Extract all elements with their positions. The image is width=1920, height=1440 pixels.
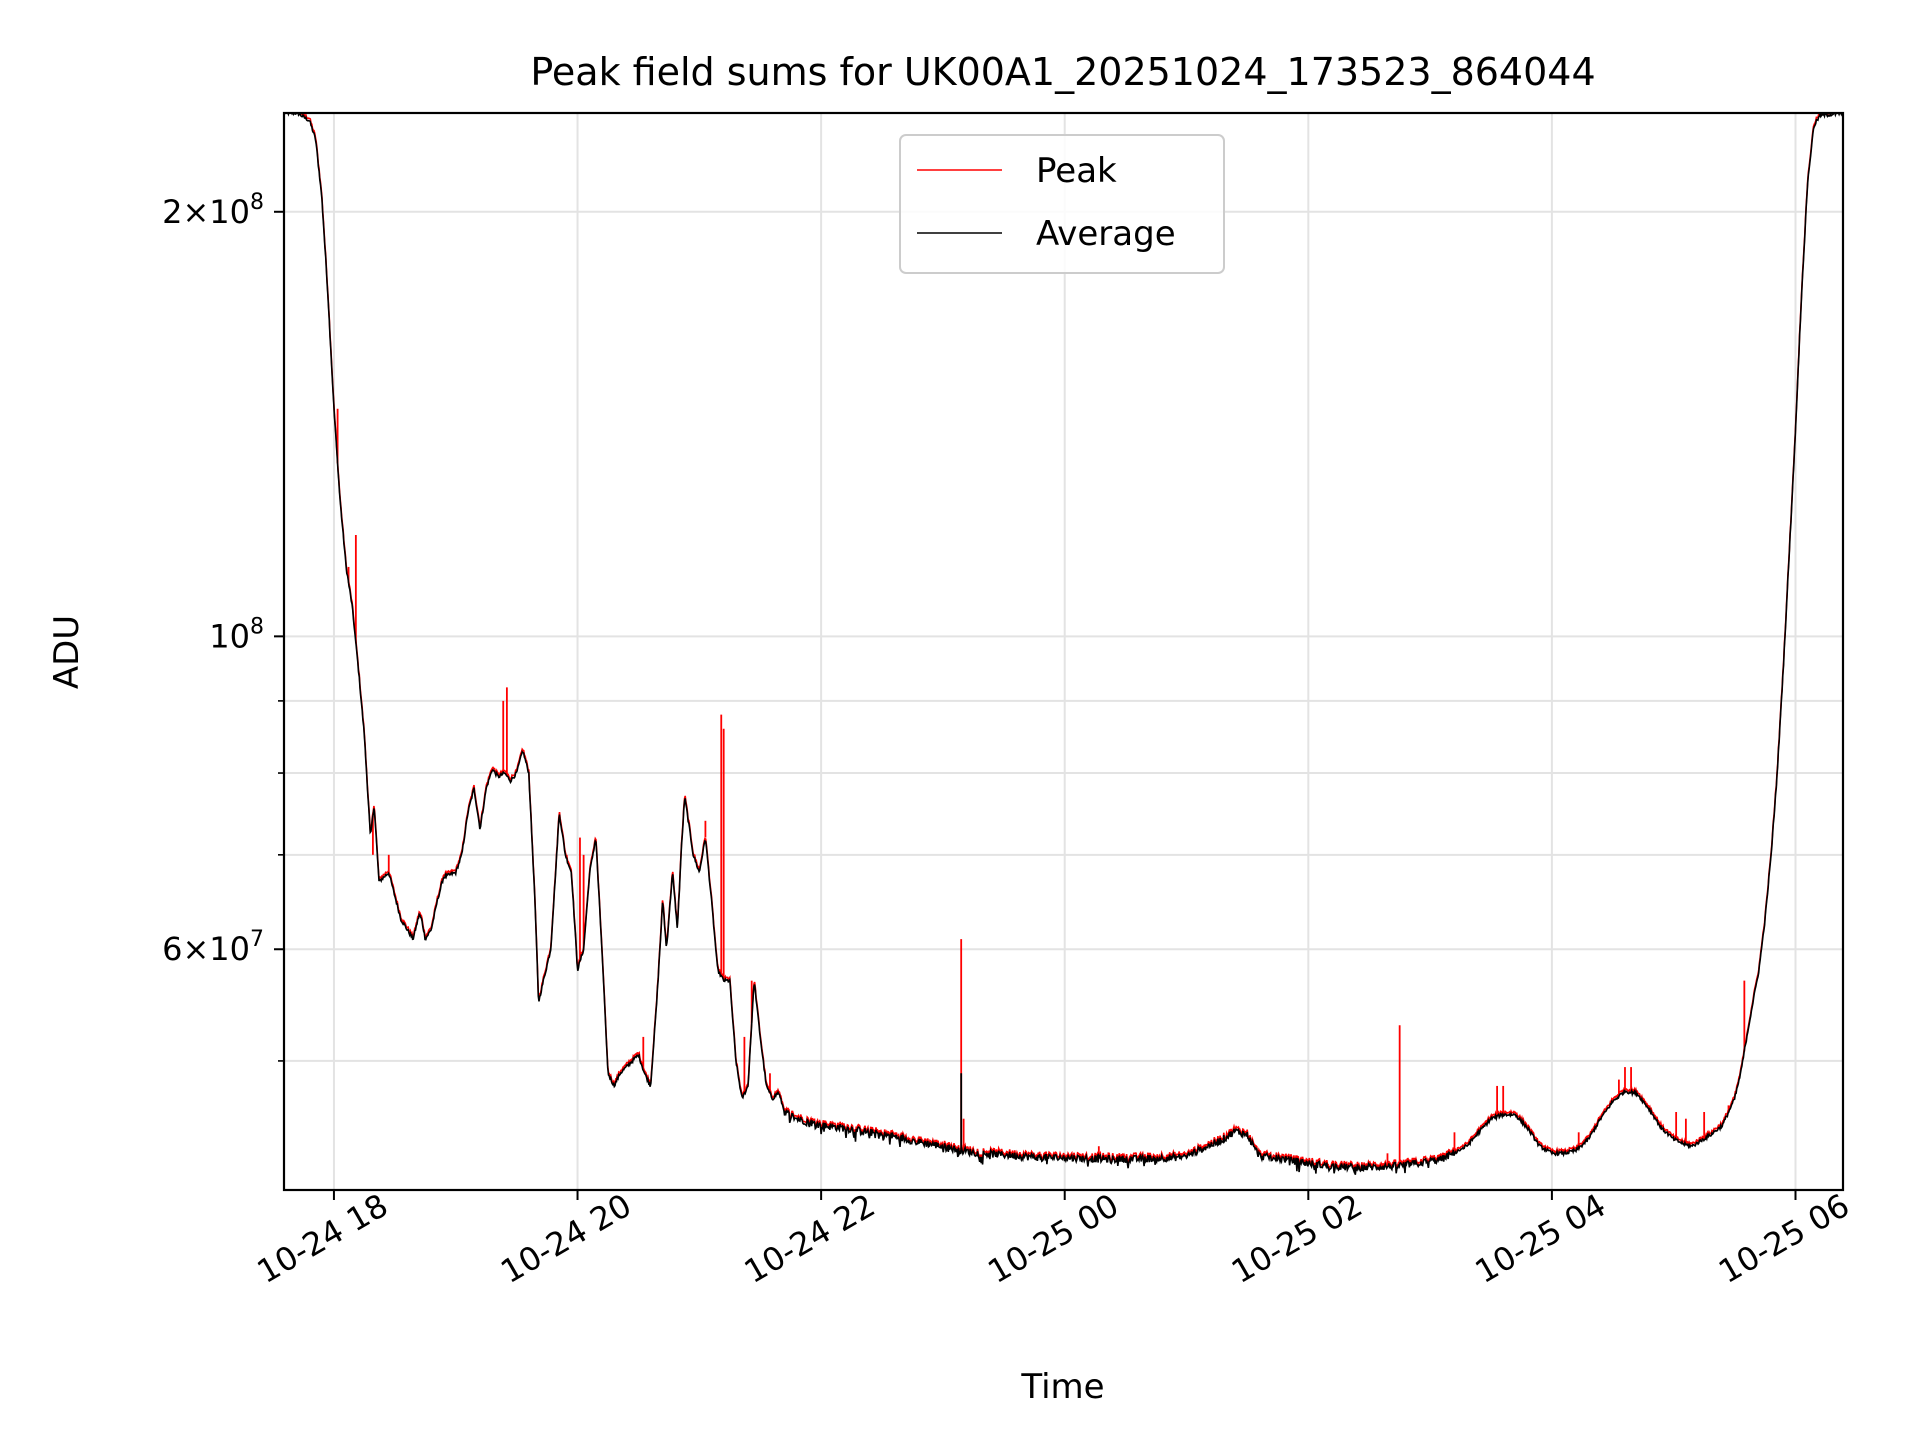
- chart-title: Peak field sums for UK00A1_20251024_1735…: [530, 50, 1595, 94]
- x-axis-label: Time: [1020, 1367, 1104, 1407]
- peak-series-line: [287, 113, 1842, 1173]
- legend: Peak Average: [899, 134, 1225, 274]
- y-tick-exponent: 8: [250, 614, 264, 639]
- y-tick-label: 6×107: [162, 927, 264, 968]
- y-tick-mantissa: 6×: [162, 930, 209, 968]
- legend-peak-label: Peak: [1036, 151, 1117, 191]
- y-tick-exponent: 7: [250, 927, 264, 952]
- average-series-line: [284, 113, 1843, 1175]
- y-axis-label: ADU: [47, 615, 87, 689]
- y-tick-exponent: 8: [250, 190, 264, 215]
- series-layer: [284, 113, 1843, 1175]
- y-tick-mantissa: 2×: [162, 193, 209, 231]
- legend-average-label: Average: [1036, 214, 1176, 254]
- y-tick-base: 10: [209, 930, 250, 968]
- plot-frame: [282, 111, 1845, 1192]
- y-tick-label: 108: [209, 614, 264, 655]
- y-tick-label: 2×108: [162, 190, 264, 231]
- y-tick-base: 10: [209, 193, 250, 231]
- y-tick-base: 10: [209, 617, 250, 655]
